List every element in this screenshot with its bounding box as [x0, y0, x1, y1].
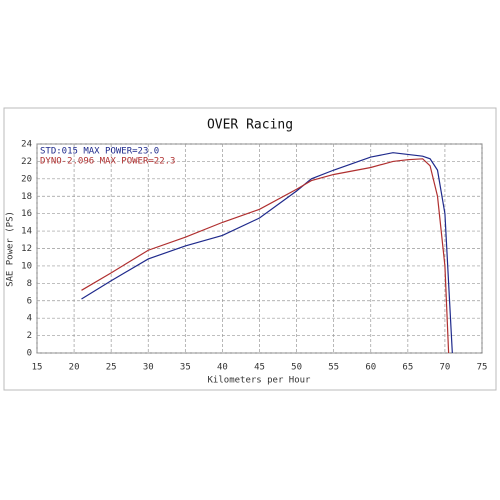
x-tick-label: 55 [328, 363, 339, 373]
series-line [81, 158, 450, 354]
x-tick-label: 45 [254, 363, 265, 373]
chart-title: OVER Racing [207, 118, 293, 133]
x-tick-label: 70 [439, 363, 450, 373]
x-axis-label: Kilometers per Hour [208, 376, 312, 386]
y-tick-label: 16 [21, 209, 32, 219]
y-tick-label: 8 [27, 279, 32, 289]
legend-entry: STD:015 MAX POWER=23.0 [40, 147, 159, 157]
x-tick-label: 65 [402, 363, 413, 373]
y-tick-label: 0 [27, 349, 32, 359]
x-tick-label: 75 [477, 363, 488, 373]
y-tick-label: 24 [21, 140, 32, 150]
x-tick-label: 15 [32, 363, 43, 373]
y-tick-label: 2 [27, 331, 32, 341]
y-tick-label: 10 [21, 261, 32, 271]
x-tick-label: 50 [291, 363, 302, 373]
x-tick-label: 25 [106, 363, 117, 373]
y-tick-label: 6 [27, 296, 32, 306]
x-tick-label: 40 [217, 363, 228, 373]
x-tick-label: 35 [180, 363, 191, 373]
x-tick-label: 60 [365, 363, 376, 373]
y-tick-label: 20 [21, 174, 32, 184]
series-line [81, 152, 453, 354]
x-tick-label: 20 [69, 363, 80, 373]
y-tick-label: 14 [21, 227, 32, 237]
y-axis-label: SAE Power (PS) [6, 211, 16, 287]
y-tick-label: 22 [21, 157, 32, 167]
y-tick-label: 12 [21, 244, 32, 254]
legend-entry: DYNO-2.096 MAX POWER=22.3 [40, 157, 175, 167]
y-tick-label: 18 [21, 192, 32, 202]
x-tick-label: 30 [143, 363, 154, 373]
y-tick-label: 4 [27, 314, 32, 324]
